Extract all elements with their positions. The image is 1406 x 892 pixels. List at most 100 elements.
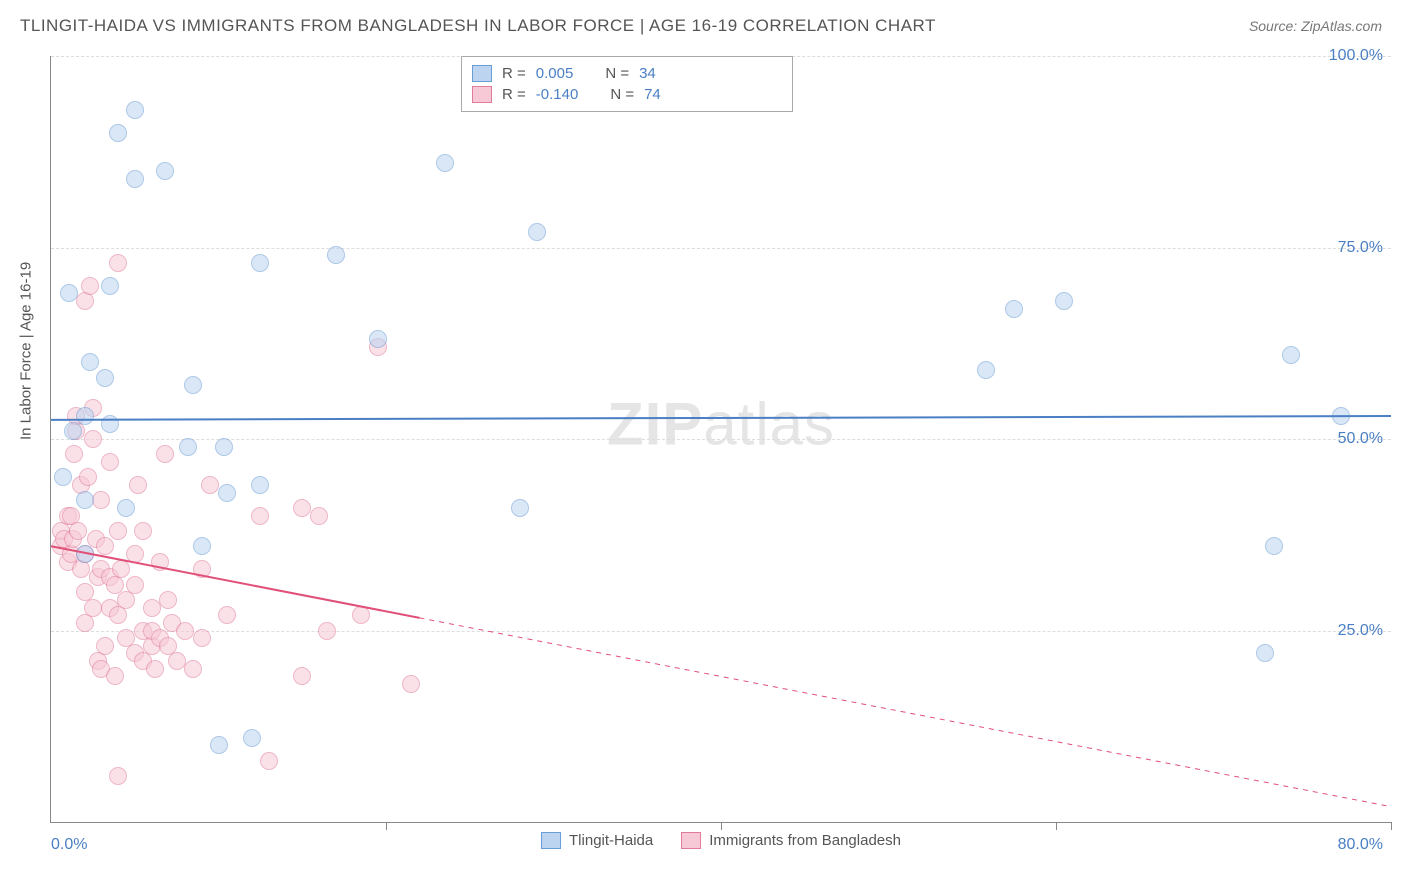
scatter-point xyxy=(159,591,177,609)
scatter-point xyxy=(81,353,99,371)
scatter-point xyxy=(109,606,127,624)
scatter-point xyxy=(101,453,119,471)
x-tick xyxy=(386,822,387,830)
scatter-point xyxy=(109,522,127,540)
scatter-point xyxy=(109,124,127,142)
scatter-point xyxy=(60,284,78,302)
scatter-point xyxy=(352,606,370,624)
stats-row-series-1: R = -0.140 N = 74 xyxy=(472,84,782,105)
scatter-point xyxy=(243,729,261,747)
scatter-point xyxy=(251,476,269,494)
scatter-point xyxy=(54,468,72,486)
scatter-point xyxy=(106,667,124,685)
y-tick-label: 50.0% xyxy=(1338,430,1383,448)
scatter-point xyxy=(511,499,529,517)
gridline xyxy=(51,439,1391,440)
scatter-point xyxy=(126,545,144,563)
scatter-point xyxy=(126,101,144,119)
scatter-point xyxy=(218,484,236,502)
scatter-point xyxy=(977,361,995,379)
y-tick-label: 100.0% xyxy=(1329,47,1383,65)
scatter-point xyxy=(1332,407,1350,425)
series-legend: Tlingit-Haida Immigrants from Bangladesh xyxy=(541,832,901,849)
scatter-point xyxy=(117,591,135,609)
stats-row-series-0: R = 0.005 N = 34 xyxy=(472,63,782,84)
scatter-point xyxy=(109,254,127,272)
scatter-point xyxy=(1282,346,1300,364)
scatter-point xyxy=(327,246,345,264)
scatter-point xyxy=(96,537,114,555)
scatter-point xyxy=(96,637,114,655)
scatter-point xyxy=(72,560,90,578)
plot-area: ZIPatlas 25.0%50.0%75.0%100.0% 0.0% 80.0… xyxy=(50,56,1391,823)
gridline xyxy=(51,248,1391,249)
scatter-point xyxy=(126,576,144,594)
scatter-point xyxy=(76,545,94,563)
scatter-point xyxy=(76,491,94,509)
legend-item-0: Tlingit-Haida xyxy=(541,832,653,849)
legend-swatch-0 xyxy=(541,832,561,849)
y-tick-label: 75.0% xyxy=(1338,239,1383,257)
scatter-point xyxy=(64,422,82,440)
scatter-point xyxy=(69,522,87,540)
scatter-point xyxy=(112,560,130,578)
legend-item-1: Immigrants from Bangladesh xyxy=(681,832,901,849)
scatter-point xyxy=(402,675,420,693)
scatter-point xyxy=(1055,292,1073,310)
scatter-point xyxy=(251,507,269,525)
scatter-point xyxy=(79,468,97,486)
scatter-point xyxy=(193,537,211,555)
scatter-point xyxy=(176,622,194,640)
scatter-point xyxy=(168,652,186,670)
scatter-point xyxy=(129,476,147,494)
x-tick xyxy=(1056,822,1057,830)
scatter-point xyxy=(369,330,387,348)
scatter-point xyxy=(251,254,269,272)
scatter-point xyxy=(184,660,202,678)
scatter-point xyxy=(101,277,119,295)
scatter-point xyxy=(76,407,94,425)
scatter-point xyxy=(201,476,219,494)
scatter-point xyxy=(151,553,169,571)
scatter-point xyxy=(96,369,114,387)
swatch-series-1 xyxy=(472,86,492,103)
scatter-point xyxy=(293,499,311,517)
y-axis-title: In Labor Force | Age 16-19 xyxy=(18,262,35,440)
scatter-point xyxy=(193,560,211,578)
scatter-point xyxy=(1265,537,1283,555)
scatter-point xyxy=(126,170,144,188)
scatter-point xyxy=(179,438,197,456)
scatter-point xyxy=(310,507,328,525)
x-tick xyxy=(1391,822,1392,830)
scatter-point xyxy=(65,445,83,463)
scatter-point xyxy=(106,576,124,594)
chart-title: TLINGIT-HAIDA VS IMMIGRANTS FROM BANGLAD… xyxy=(20,16,936,36)
scatter-point xyxy=(215,438,233,456)
scatter-point xyxy=(293,667,311,685)
scatter-point xyxy=(134,522,152,540)
scatter-point xyxy=(193,629,211,647)
watermark: ZIPatlas xyxy=(607,389,835,458)
x-axis-min-label: 0.0% xyxy=(51,836,87,854)
scatter-point xyxy=(156,445,174,463)
y-tick-label: 25.0% xyxy=(1338,622,1383,640)
scatter-point xyxy=(218,606,236,624)
scatter-point xyxy=(184,376,202,394)
scatter-point xyxy=(84,430,102,448)
scatter-point xyxy=(1005,300,1023,318)
scatter-point xyxy=(143,599,161,617)
scatter-point xyxy=(1256,644,1274,662)
scatter-point xyxy=(528,223,546,241)
scatter-point xyxy=(117,499,135,517)
scatter-point xyxy=(92,491,110,509)
scatter-point xyxy=(81,277,99,295)
scatter-point xyxy=(84,599,102,617)
scatter-point xyxy=(156,162,174,180)
source-label: Source: ZipAtlas.com xyxy=(1249,18,1382,34)
scatter-point xyxy=(101,415,119,433)
scatter-point xyxy=(260,752,278,770)
swatch-series-0 xyxy=(472,65,492,82)
x-axis-max-label: 80.0% xyxy=(1338,836,1383,854)
stats-legend-box: R = 0.005 N = 34 R = -0.140 N = 74 xyxy=(461,56,793,112)
scatter-point xyxy=(436,154,454,172)
